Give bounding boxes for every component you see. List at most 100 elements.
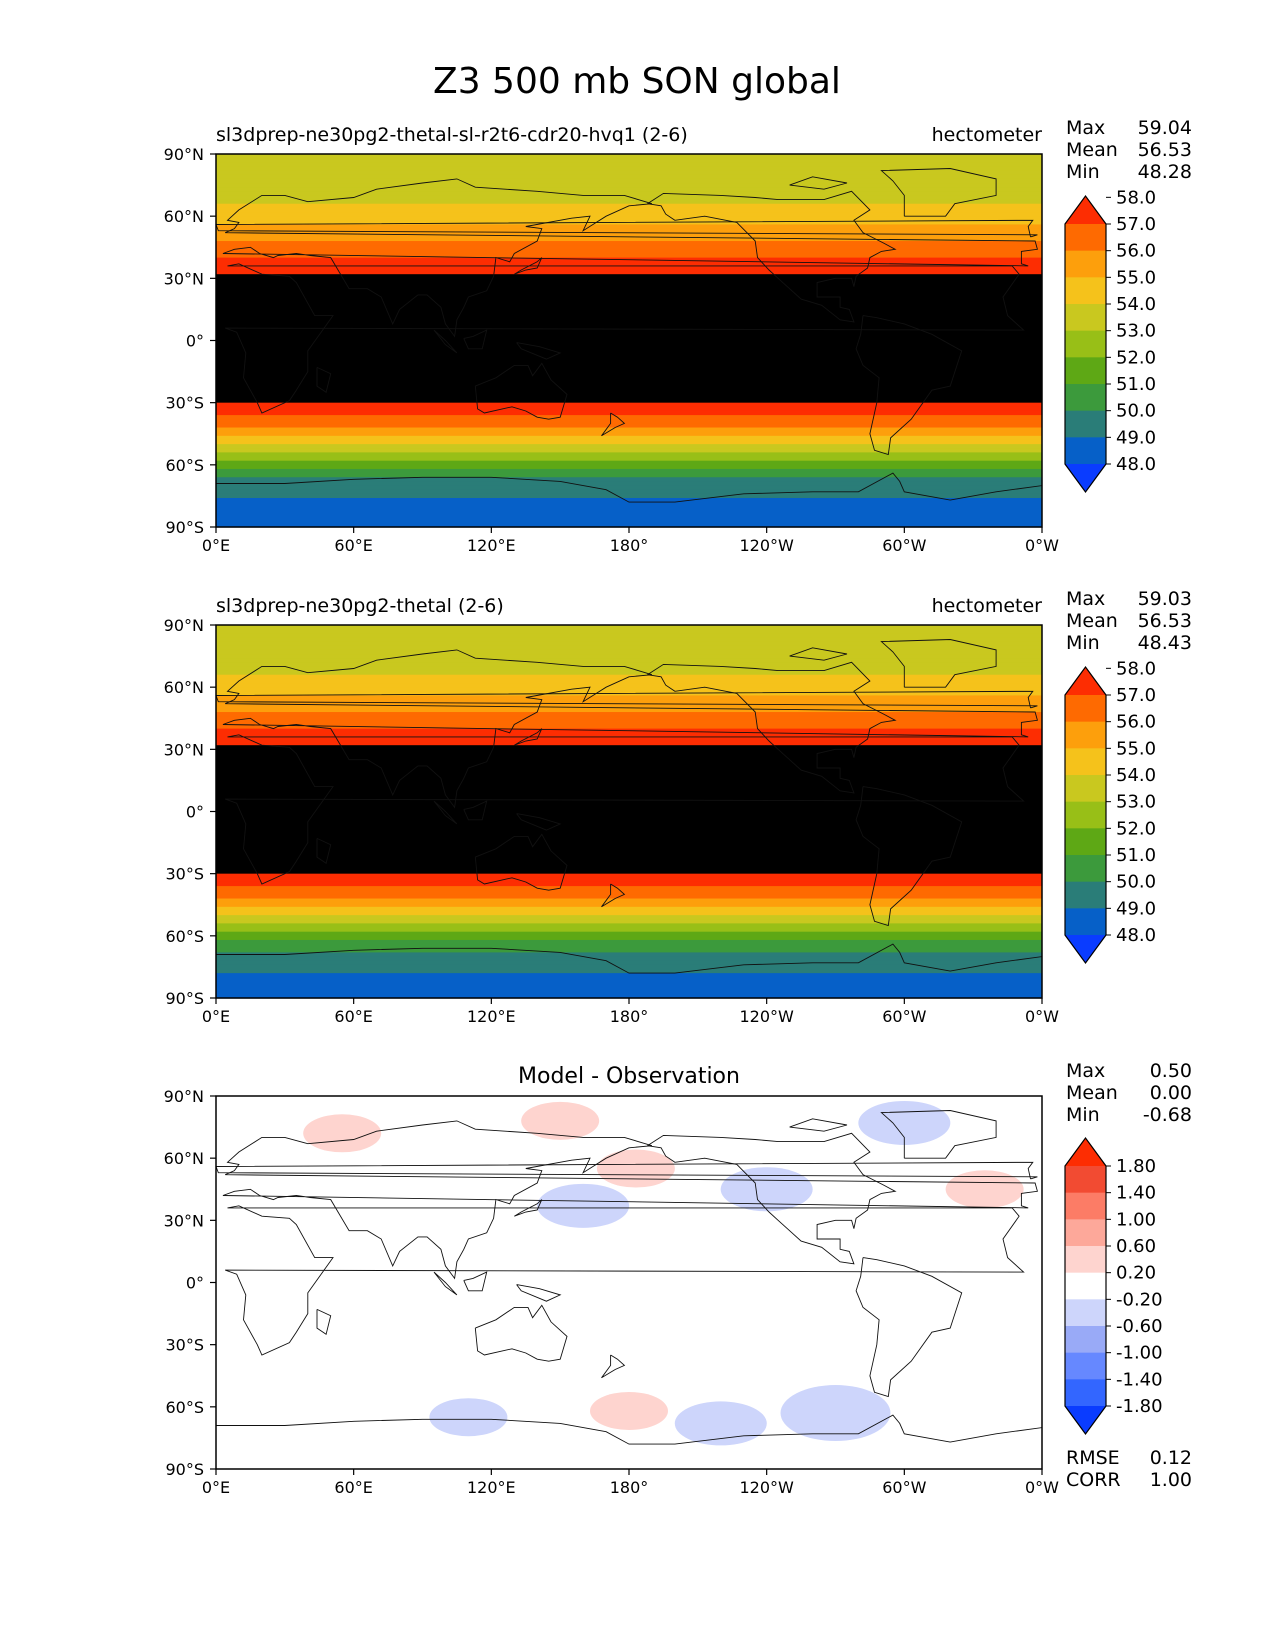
x-tick-label: 180° — [610, 1007, 649, 1026]
colorbar-tick-label: 54.0 — [1116, 294, 1156, 315]
stat-label: Mean — [1066, 610, 1118, 632]
stat-value: 0.00 — [1150, 1082, 1192, 1104]
y-tick-label: 60°N — [164, 207, 204, 226]
colorbar-segment — [1065, 277, 1106, 305]
field-band — [216, 448, 1042, 453]
field-band — [216, 736, 1042, 742]
field-band — [216, 645, 1042, 651]
colorbar-tick-label: 58.0 — [1116, 658, 1156, 679]
x-tick-label: 0°E — [202, 1478, 230, 1497]
field-band — [216, 815, 1042, 821]
field-band — [216, 315, 1042, 321]
field-band — [216, 162, 1042, 168]
stat-value: 59.03 — [1138, 588, 1192, 610]
field-band — [216, 678, 1042, 684]
field-band — [216, 170, 1042, 176]
x-tick-label: 0°W — [1025, 536, 1059, 555]
colorbar-tick-label: 57.0 — [1116, 685, 1156, 706]
field-band — [216, 707, 1042, 713]
field-band — [216, 427, 1042, 433]
colorbar-tick-label: 50.0 — [1116, 401, 1156, 422]
x-tick-label: 180° — [610, 1478, 649, 1497]
field-band — [216, 915, 1042, 920]
field-band — [216, 402, 1042, 408]
stat-value: 59.04 — [1138, 117, 1192, 139]
field-band — [216, 489, 1042, 495]
coastline — [516, 342, 562, 360]
colorbar-extend-max — [1065, 196, 1106, 224]
field-band — [216, 195, 1042, 201]
colorbar-tick-label: 49.0 — [1116, 898, 1156, 919]
field-band — [216, 282, 1042, 288]
field-band — [216, 468, 1042, 474]
y-tick-label: 30°N — [164, 740, 204, 759]
coastline — [855, 315, 963, 456]
colorbar-segment — [1065, 1166, 1106, 1194]
panel-model-2: sl3dprep-ne30pg2-thetal (2-6) hectometer… — [164, 588, 1192, 1026]
field-band — [216, 303, 1042, 308]
stat-value: 0.50 — [1150, 1060, 1192, 1082]
field-band — [216, 877, 1042, 883]
field-band — [216, 993, 1042, 999]
field-band — [216, 786, 1042, 792]
negative-anomaly — [537, 1183, 630, 1228]
field-band — [216, 757, 1042, 763]
y-tick-label: 30°S — [165, 1336, 204, 1355]
colorbar-extend-max — [1065, 1138, 1106, 1166]
colorbar-tick-label: -1.80 — [1116, 1396, 1163, 1417]
field-band — [216, 964, 1042, 970]
colorbar-segment — [1065, 330, 1106, 358]
field-band — [216, 977, 1042, 983]
coastline — [516, 813, 562, 831]
field-band — [216, 493, 1042, 499]
colorbar-tick-label: 52.0 — [1116, 818, 1156, 839]
negative-anomaly — [429, 1398, 508, 1437]
coastline — [433, 800, 458, 825]
colorbar-tick-label: 55.0 — [1116, 267, 1156, 288]
field-band — [216, 898, 1042, 904]
field-band — [216, 381, 1042, 387]
coastline — [316, 1308, 332, 1336]
coastlines — [215, 639, 1043, 999]
y-tick-label: 30°S — [165, 865, 204, 884]
colorbar-segment — [1065, 224, 1106, 252]
coastline — [215, 1414, 1043, 1470]
field-band — [216, 886, 1042, 891]
field-band — [216, 890, 1042, 895]
field-band — [216, 294, 1042, 300]
y-tick-label: 0° — [186, 1274, 204, 1293]
field-band — [216, 749, 1042, 755]
colorbar-tick-label: 49.0 — [1116, 427, 1156, 448]
stats-block: Max Mean Min 59.04 56.53 48.28 — [1066, 117, 1192, 183]
field-band — [216, 948, 1042, 954]
field-band — [216, 510, 1042, 516]
stat-label: Mean — [1066, 1082, 1118, 1104]
colorbar-segment — [1065, 908, 1106, 936]
y-tick-label: 60°S — [165, 1398, 204, 1417]
colorbar-tick-label: 1.00 — [1116, 1209, 1156, 1230]
field-band — [216, 158, 1042, 163]
field-band — [216, 299, 1042, 304]
field-band — [216, 191, 1042, 197]
field-band — [216, 741, 1042, 746]
field-band — [216, 307, 1042, 313]
field-band — [216, 336, 1042, 342]
coastline — [222, 649, 1038, 809]
negative-anomaly — [720, 1167, 813, 1212]
field-band — [216, 406, 1042, 412]
stat-value: 56.53 — [1138, 610, 1192, 632]
colorbar-segment — [1065, 1246, 1106, 1274]
field-band — [216, 274, 1042, 279]
field-band — [216, 183, 1042, 188]
coastline — [880, 168, 997, 217]
stat-label: Min — [1066, 1104, 1100, 1126]
field-layer — [216, 154, 1042, 528]
field-band — [216, 906, 1042, 912]
colorbar-tick-label: 50.0 — [1116, 872, 1156, 893]
field-band — [216, 241, 1042, 246]
x-tick-label: 120°W — [739, 1478, 794, 1497]
colorbar-tick-label: 54.0 — [1116, 765, 1156, 786]
x-tick-label: 60°W — [882, 1478, 926, 1497]
colorbar-tick-label: 48.0 — [1116, 925, 1156, 946]
field-band — [216, 481, 1042, 487]
